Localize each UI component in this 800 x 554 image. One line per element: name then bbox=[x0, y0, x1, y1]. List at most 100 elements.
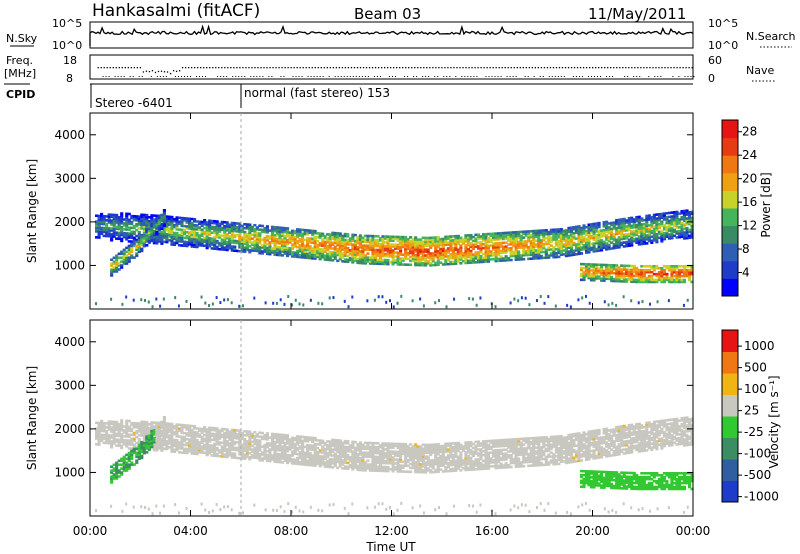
velocity-cell bbox=[110, 442, 114, 445]
power-cell bbox=[371, 258, 375, 261]
power-cell bbox=[627, 264, 631, 268]
power-cell bbox=[572, 249, 576, 253]
power-cell bbox=[627, 276, 631, 279]
velocity-cell bbox=[162, 447, 166, 451]
power-cell bbox=[308, 254, 312, 258]
velocity-cell bbox=[341, 443, 345, 447]
velocity-cell bbox=[265, 457, 269, 461]
power-cell bbox=[615, 220, 619, 224]
power-cell bbox=[662, 270, 666, 274]
freq-dot bbox=[118, 67, 120, 69]
power-cell bbox=[569, 253, 573, 257]
velocity-cell bbox=[318, 464, 322, 468]
power-cell bbox=[147, 233, 151, 237]
freq-dot bbox=[121, 67, 123, 69]
velocity-cell bbox=[190, 438, 194, 442]
velocity-cell bbox=[165, 428, 169, 431]
velocity-cell bbox=[301, 463, 305, 466]
velocity-cell bbox=[321, 455, 325, 458]
freq-dot bbox=[616, 67, 618, 69]
power-cell bbox=[225, 246, 229, 250]
velocity-cell bbox=[185, 443, 189, 447]
power-cell bbox=[187, 223, 192, 226]
power-cell bbox=[396, 261, 400, 264]
nave-dot bbox=[343, 76, 345, 77]
power-cell bbox=[532, 257, 536, 260]
power-cell bbox=[180, 232, 184, 236]
velocity-cell bbox=[240, 437, 244, 441]
velocity-cell bbox=[140, 430, 144, 433]
power-cell bbox=[150, 230, 154, 234]
power-cell bbox=[213, 247, 217, 250]
power-cell bbox=[595, 222, 599, 225]
velocity-cell bbox=[228, 442, 232, 445]
power-cell bbox=[331, 237, 335, 241]
power-cell bbox=[617, 242, 621, 245]
velocity-cell bbox=[341, 463, 345, 466]
power-cell bbox=[441, 241, 445, 245]
power-cell bbox=[622, 274, 626, 277]
velocity-cell bbox=[291, 442, 295, 446]
velocity-cell bbox=[260, 457, 264, 460]
velocity-cell bbox=[208, 434, 212, 437]
power-cell bbox=[597, 225, 601, 229]
power-cell bbox=[680, 211, 684, 215]
power-cell bbox=[157, 228, 161, 231]
velocity-cell bbox=[283, 449, 287, 453]
velocity-cell bbox=[185, 451, 189, 455]
velocity-cell bbox=[293, 450, 297, 454]
velocity-cell bbox=[120, 434, 124, 438]
power-cell bbox=[371, 260, 375, 263]
power-cell bbox=[213, 227, 217, 231]
power-cell bbox=[170, 229, 174, 233]
freq-dot bbox=[576, 67, 579, 69]
velocity-cell bbox=[240, 449, 244, 452]
power-cell bbox=[351, 247, 355, 250]
power-cell bbox=[122, 258, 126, 261]
power-cell bbox=[215, 230, 219, 233]
power-cell bbox=[270, 225, 275, 229]
power-cell bbox=[416, 253, 420, 257]
power-cell bbox=[127, 250, 131, 254]
nave-dot bbox=[660, 76, 662, 77]
power-cell bbox=[177, 238, 182, 241]
freq-dot bbox=[591, 67, 594, 69]
power-cell bbox=[474, 251, 478, 254]
power-cell bbox=[132, 218, 136, 222]
power-cell bbox=[285, 231, 290, 234]
power-cell bbox=[404, 235, 408, 239]
power-cell bbox=[165, 221, 169, 224]
power-cell bbox=[391, 239, 395, 243]
power-cell bbox=[494, 251, 498, 255]
power-cell bbox=[291, 233, 295, 237]
power-cell bbox=[497, 234, 501, 237]
power-cell bbox=[316, 243, 320, 247]
velocity-cell bbox=[215, 442, 219, 446]
power-cell bbox=[577, 250, 581, 254]
power-cell bbox=[105, 234, 109, 238]
velocity-cell bbox=[275, 446, 280, 450]
power-cell bbox=[637, 243, 641, 246]
velocity-cell bbox=[210, 434, 214, 438]
power-cell bbox=[366, 244, 370, 248]
power-cell bbox=[97, 220, 101, 224]
velocity-cell bbox=[255, 454, 259, 458]
power-cell bbox=[615, 242, 619, 246]
power-cell bbox=[132, 236, 136, 240]
colorbar-tick-label: 8 bbox=[742, 242, 750, 256]
power-cell bbox=[622, 233, 626, 236]
power-cell bbox=[680, 215, 684, 219]
power-cell bbox=[125, 254, 129, 257]
velocity-cell bbox=[235, 437, 239, 440]
velocity-cell bbox=[268, 459, 272, 463]
velocity-cell bbox=[316, 439, 320, 442]
freq-dot bbox=[257, 67, 259, 69]
velocity-cell bbox=[190, 430, 194, 434]
power-cell bbox=[416, 263, 420, 267]
power-cell bbox=[655, 213, 659, 216]
velocity-cell bbox=[215, 448, 219, 452]
velocity-cell bbox=[238, 437, 242, 440]
power-cell bbox=[444, 255, 448, 258]
power-cell bbox=[587, 265, 591, 268]
power-cell bbox=[376, 240, 380, 244]
